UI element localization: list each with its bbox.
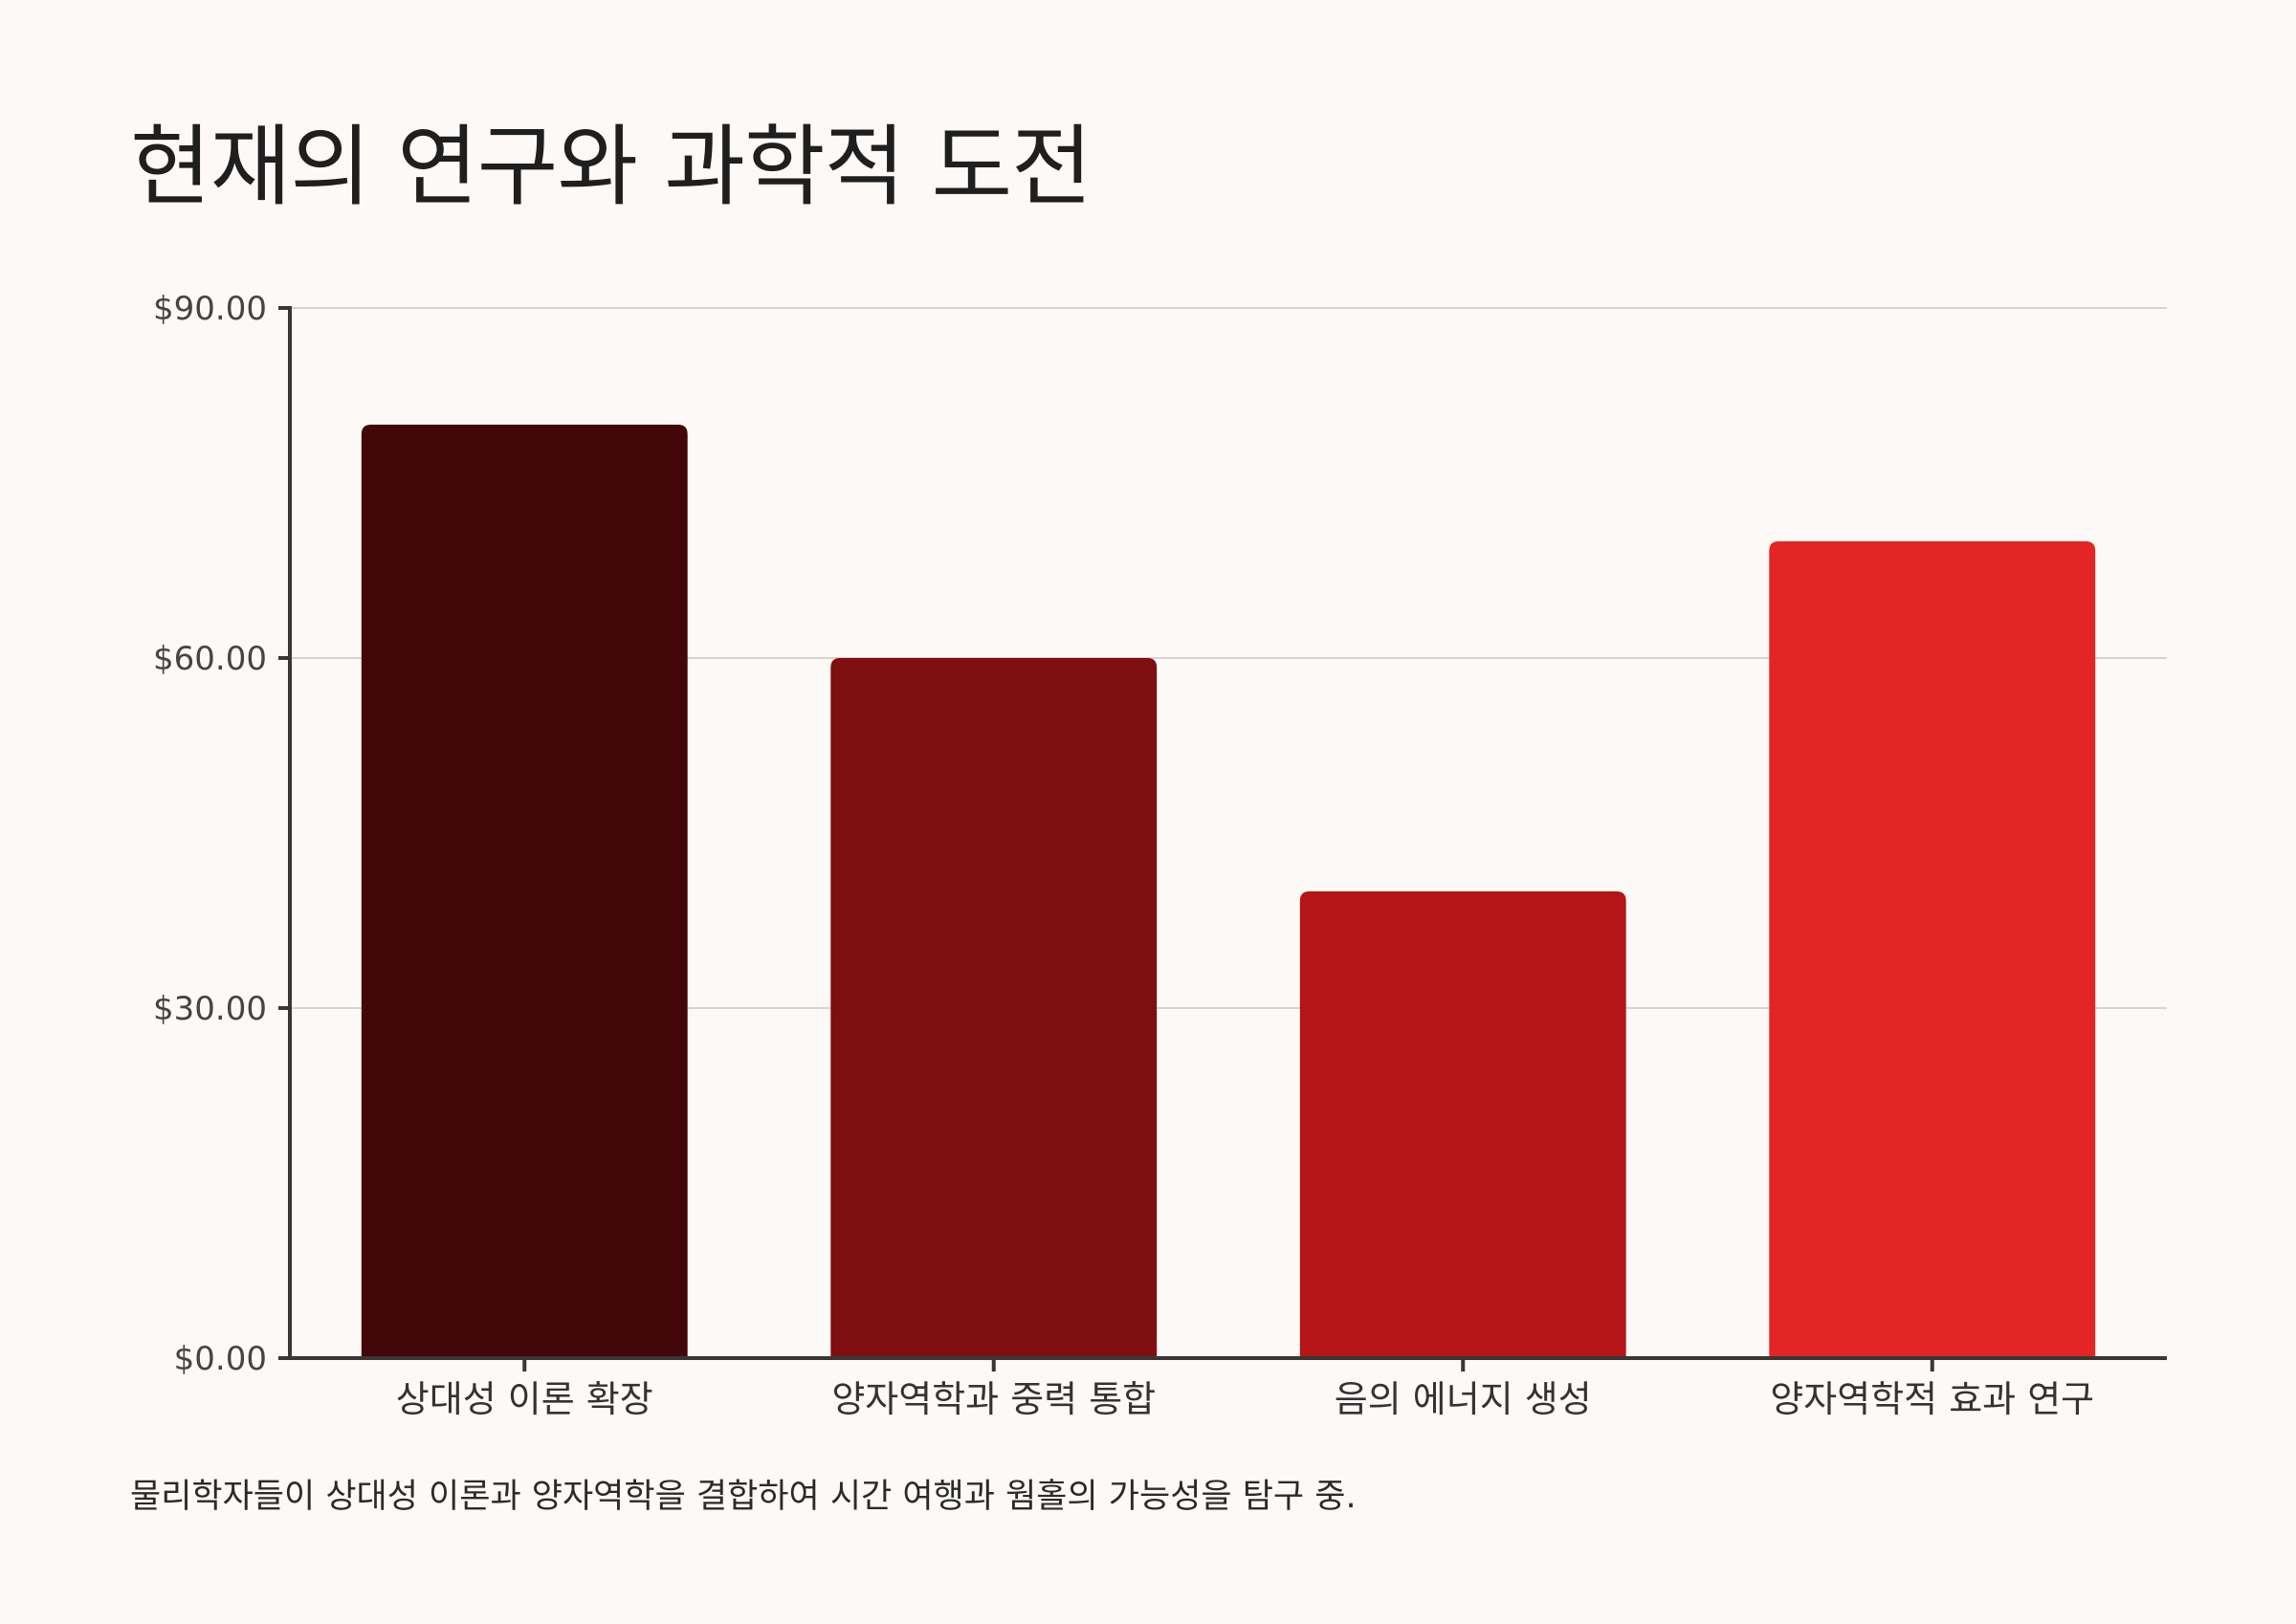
axes (278, 306, 2167, 1372)
chart-caption: 물리학자들이 상대성 이론과 양자역학을 결합하여 시간 여행과 웜홀의 가능성… (130, 1478, 1357, 1516)
x-tick-label: 상대성 이론 확장 (396, 1378, 653, 1420)
y-tick-label: $30.00 (153, 990, 267, 1028)
x-tick-label: 음의 에너지 생성 (1335, 1378, 1592, 1420)
chart-title: 현재의 연구와 과학적 도전 (130, 116, 1093, 218)
y-tick-label: $0.00 (174, 1340, 267, 1378)
x-tick-label: 양자역학과 중력 통합 (831, 1378, 1156, 1420)
bar (1299, 891, 1626, 1358)
axis-labels: $0.00 $30.00 $60.00 $90.00 상대성 이론 확장 양자역학과 중력… (153, 290, 2094, 1420)
bars (361, 425, 2096, 1358)
x-tick-label: 양자역학적 효과 연구 (1770, 1378, 2094, 1420)
bar (361, 425, 688, 1358)
bar (1769, 541, 2096, 1358)
bar (830, 658, 1158, 1358)
y-tick-label: $60.00 (153, 640, 267, 678)
y-tick-label: $90.00 (153, 290, 267, 328)
